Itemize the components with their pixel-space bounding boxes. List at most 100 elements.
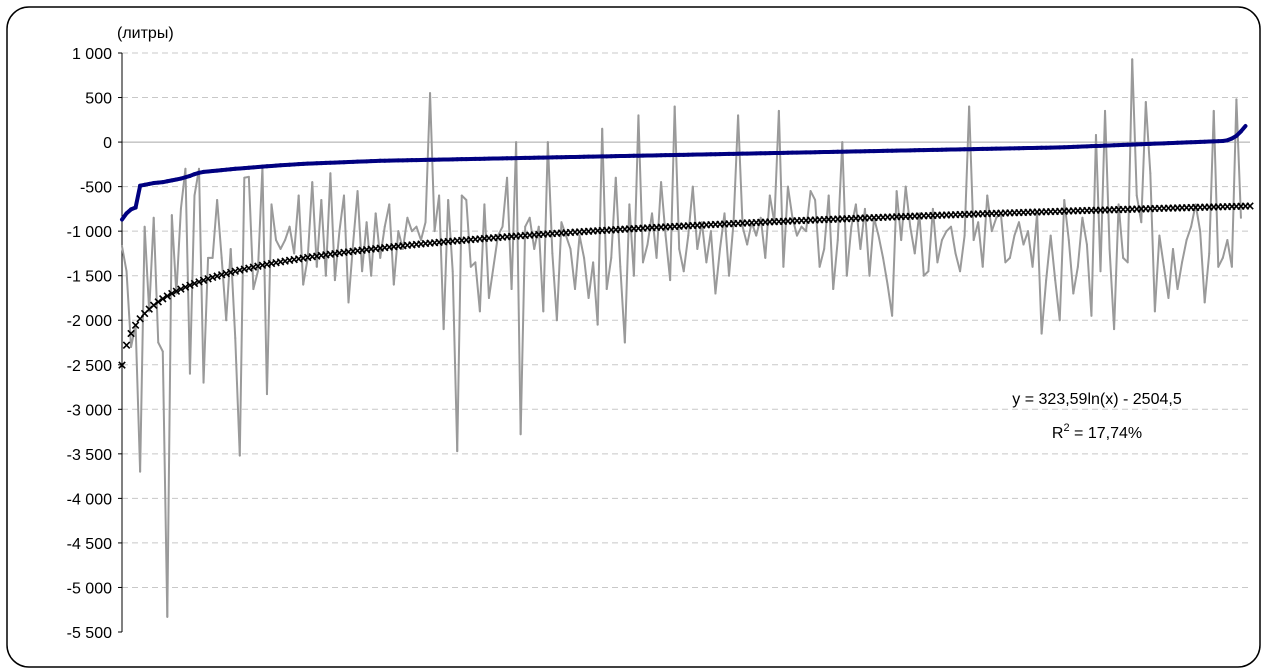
series-1-segment <box>705 230 712 264</box>
series-1-segment <box>1131 58 1138 197</box>
series-1-segment <box>1008 234 1016 259</box>
series-1-segment <box>854 203 862 250</box>
series-1-segment <box>1208 109 1215 255</box>
series-1-segment <box>968 105 975 242</box>
series-1-segment <box>1158 234 1165 268</box>
series-1-segment <box>873 216 880 237</box>
series-1-segment <box>370 212 377 277</box>
trendline-marker <box>1246 202 1254 210</box>
series-1-segment <box>972 221 980 242</box>
series-1-segment <box>234 337 241 457</box>
series-1-segment <box>1085 243 1093 317</box>
series-1-segment <box>474 261 481 313</box>
series-1-segment <box>347 243 355 304</box>
series-1-segment <box>537 225 545 313</box>
series-1-segment <box>293 194 300 255</box>
data-series <box>120 58 1248 618</box>
series-1-segment <box>832 239 839 291</box>
series-1-segment <box>229 247 237 340</box>
series-1-segment <box>483 203 490 299</box>
series-1-segment <box>1217 256 1224 268</box>
series-1-segment <box>1144 100 1152 175</box>
series-1-segment <box>1149 172 1156 313</box>
series-1-segment <box>1094 133 1102 273</box>
series-1-segment <box>1117 203 1125 259</box>
series-1-segment <box>651 212 658 259</box>
y-tick-label: -2 500 <box>67 358 112 375</box>
series-1-segment <box>216 198 223 259</box>
series-1-segment <box>986 194 993 233</box>
series-1-segment <box>1036 212 1043 335</box>
trendline-marker <box>172 287 181 296</box>
series-1-segment <box>877 234 885 259</box>
series-1-segment <box>1049 234 1057 282</box>
series-1-segment <box>782 185 789 268</box>
series-1-segment <box>863 207 871 277</box>
series-1-segment <box>311 181 318 268</box>
series-1-segment <box>320 198 327 277</box>
series-1-segment <box>1153 234 1161 313</box>
series-1-segment <box>220 256 228 322</box>
series-1-segment <box>198 167 205 384</box>
series-1-segment <box>728 221 735 277</box>
series-1-segment <box>1022 230 1030 246</box>
series-1-segment <box>1054 279 1061 322</box>
y-tick-label: -3 000 <box>67 402 112 419</box>
series-1-segment <box>655 181 663 259</box>
series-1-segment <box>275 239 282 250</box>
series-1-segment <box>569 247 577 291</box>
series-1-segment <box>238 176 246 457</box>
series-1-segment <box>777 109 785 268</box>
series-1-segment <box>121 245 128 273</box>
y-tick-label: 0 <box>103 135 112 152</box>
trendline-marker <box>127 329 135 338</box>
y-tick-label: -1 000 <box>67 224 112 241</box>
series-1-segment <box>859 207 866 250</box>
series-1-segment <box>700 221 708 264</box>
series-1-segment <box>1027 230 1034 268</box>
trendline-markers <box>118 202 1254 369</box>
series-1-segment <box>904 185 912 228</box>
series-1-segment <box>714 247 721 295</box>
series-1-segment <box>356 190 364 273</box>
chart-frame <box>6 6 1261 668</box>
series-1-segment <box>737 114 744 228</box>
series-1-segment <box>451 270 459 453</box>
series-1-segment <box>841 141 848 277</box>
series-1-segment <box>447 198 454 273</box>
series-1-segment <box>374 212 382 259</box>
series-1-segment <box>882 256 889 286</box>
y-tick-label: -5 000 <box>67 580 112 597</box>
series-1-segment <box>1017 221 1025 246</box>
series-1-segment <box>515 141 522 436</box>
y-tick-label: 1 000 <box>72 46 112 63</box>
series-1-segment <box>795 225 803 237</box>
series-1-segment <box>297 194 305 286</box>
series-1-segment <box>709 230 717 295</box>
series-1-segment <box>424 92 432 224</box>
trendline-marker <box>195 278 203 286</box>
series-1-segment <box>959 234 966 273</box>
series-1-segment <box>438 194 445 331</box>
series-1-segment <box>718 212 726 250</box>
series-1 <box>121 58 1242 618</box>
series-1-segment <box>1031 212 1039 268</box>
series-1-segment <box>637 114 644 264</box>
series-1-segment <box>564 234 572 250</box>
series-1-segment <box>1040 279 1048 335</box>
series-1-segment <box>809 190 817 201</box>
series-1-segment <box>1076 216 1084 268</box>
series-1-segment <box>415 225 422 242</box>
series-1-segment <box>605 256 613 291</box>
series-1-segment <box>669 105 676 282</box>
y-tick-label: -4 000 <box>67 491 112 508</box>
series-1-segment <box>487 265 495 299</box>
series-1-segment <box>152 216 160 344</box>
series-1-segment <box>188 194 196 375</box>
series-1-segment <box>365 221 373 277</box>
y-tick-label: -1 500 <box>67 269 112 286</box>
series-1-segment <box>574 234 581 291</box>
series-1-segment <box>1045 234 1052 282</box>
series-1-segment <box>632 114 640 277</box>
trendline-marker <box>190 279 199 288</box>
